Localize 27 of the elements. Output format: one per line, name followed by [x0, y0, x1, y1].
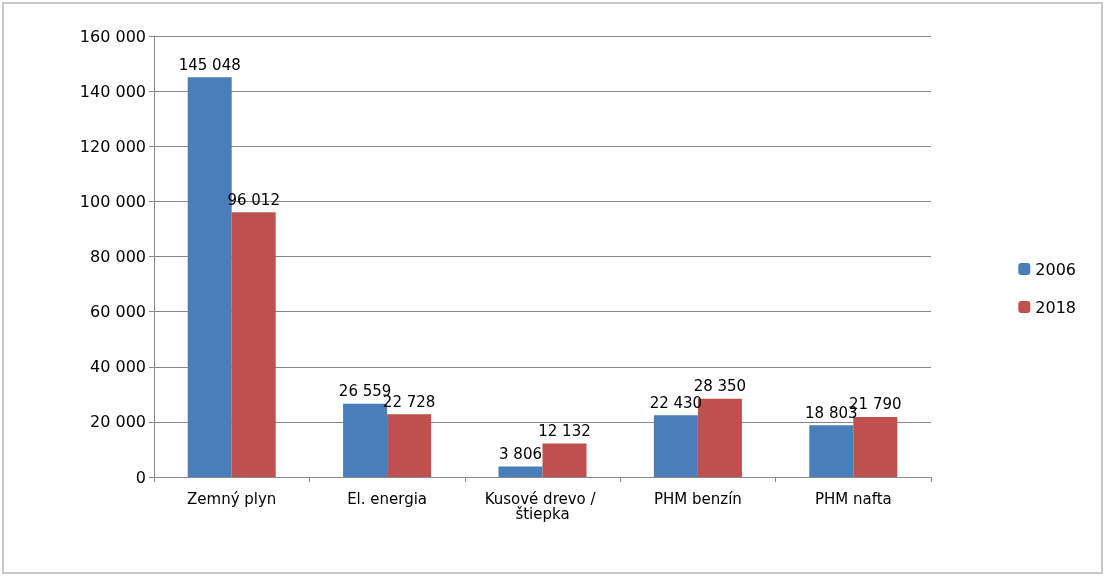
x-tick-label: PHM nafta [814, 489, 892, 508]
bar [498, 466, 543, 477]
y-tick-label: 160 000 [79, 26, 146, 46]
x-tick-label: El. energia [347, 489, 428, 508]
y-tick-label: 120 000 [79, 136, 146, 156]
bar [853, 416, 898, 477]
data-label: 12 132 [538, 422, 591, 441]
legend-label: 2018 [1035, 297, 1076, 317]
y-tick-label: 80 000 [90, 247, 146, 266]
x-tick-label: Zemný plyn [187, 489, 277, 508]
y-tick-label: 20 000 [90, 412, 146, 432]
x-tick-label: Kusové drevo / štiepka [484, 489, 601, 523]
legend-label: 2006 [1035, 259, 1076, 279]
y-tick-label: 100 000 [79, 191, 146, 211]
x-tick-label: PHM benzín [653, 489, 742, 508]
y-tick-label: 40 000 [90, 357, 146, 377]
bar [231, 212, 276, 477]
bar [542, 443, 587, 477]
y-tick-label: 140 000 [79, 81, 146, 101]
bar [809, 425, 854, 477]
data-label: 28 350 [693, 377, 747, 396]
y-tick-label: 60 000 [90, 302, 146, 322]
bar [653, 415, 698, 477]
data-label: 3 806 [499, 445, 542, 464]
bar [387, 414, 432, 477]
data-label: 145 048 [178, 55, 241, 74]
y-tick-label: 0 [135, 467, 146, 487]
